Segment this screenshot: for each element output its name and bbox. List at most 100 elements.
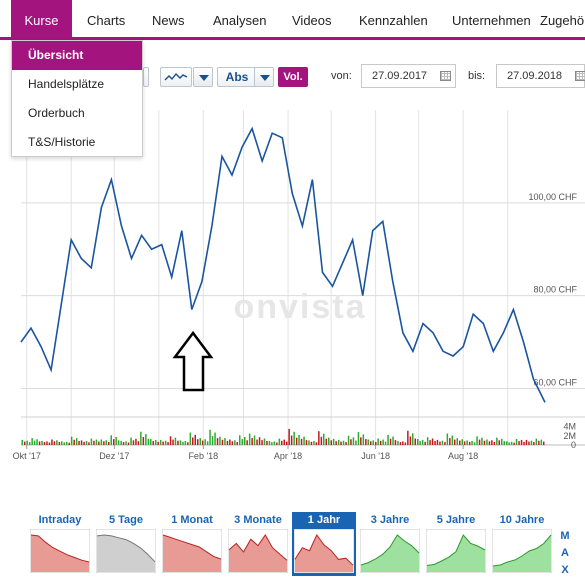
volume-bar bbox=[61, 441, 63, 445]
x-tick-label: Apr '18 bbox=[274, 451, 302, 461]
volume-bar bbox=[379, 440, 382, 445]
volume-bar bbox=[407, 430, 409, 445]
thumbnail-area bbox=[163, 535, 221, 572]
x-tick-label: Okt '17 bbox=[13, 451, 41, 461]
volume-bar bbox=[244, 437, 246, 445]
timeframe-tab-5-jahre[interactable]: 5 Jahre bbox=[424, 512, 488, 576]
nav-tab-analysen[interactable]: Analysen bbox=[213, 13, 267, 28]
volume-bar bbox=[268, 440, 271, 445]
up-arrow-annotation bbox=[172, 330, 214, 392]
volume-bar bbox=[493, 442, 496, 445]
volume-bar bbox=[404, 442, 407, 445]
timeframe-tab-3-jahre[interactable]: 3 Jahre bbox=[358, 512, 422, 576]
volume-bar bbox=[66, 441, 68, 445]
timeframe-tab-3-monate[interactable]: 3 Monate bbox=[226, 512, 290, 576]
thumbnail-line bbox=[30, 534, 90, 563]
y-tick-label: 100,00 CHF bbox=[528, 192, 577, 202]
volume-bar bbox=[340, 441, 342, 445]
volume-bar bbox=[486, 439, 488, 445]
dropdown-item-ts-historie[interactable]: T&S/Historie bbox=[28, 135, 96, 149]
volume-bar bbox=[335, 441, 337, 445]
nav-tab-charts[interactable]: Charts bbox=[87, 13, 126, 28]
timeframe-tab-1-monat[interactable]: 1 Monat bbox=[160, 512, 224, 576]
timeframe-tab-label: Intraday bbox=[38, 514, 82, 526]
volume-bar bbox=[135, 438, 137, 445]
volume-bar bbox=[397, 440, 399, 445]
volume-bar bbox=[402, 441, 404, 445]
chevron-down-icon[interactable] bbox=[254, 67, 274, 87]
volume-bar bbox=[258, 437, 261, 445]
volume-bar bbox=[80, 440, 83, 445]
timeframe-tab-1-jahr[interactable]: 1 Jahr bbox=[292, 512, 356, 576]
nav-tab-videos[interactable]: Videos bbox=[292, 13, 332, 28]
from-date-input[interactable]: 27.09.2017 bbox=[361, 64, 456, 88]
nav-tab-kennzahlen[interactable]: Kennzahlen bbox=[359, 13, 428, 28]
volume-bar bbox=[491, 440, 493, 445]
volume-tick-label: 0 bbox=[571, 440, 576, 450]
chart-type-select[interactable] bbox=[143, 67, 149, 87]
volume-bar bbox=[90, 438, 93, 445]
volume-bar bbox=[41, 440, 43, 445]
volume-bar bbox=[248, 433, 251, 445]
volume-bar bbox=[421, 439, 424, 445]
volume-bar bbox=[36, 439, 38, 445]
volume-bar bbox=[515, 439, 518, 445]
volume-bar bbox=[159, 439, 162, 445]
volume-bar bbox=[199, 438, 201, 445]
volume-bar bbox=[261, 440, 263, 445]
volume-bar bbox=[253, 435, 256, 445]
timeframe-tab-label: 3 Jahre bbox=[370, 514, 410, 526]
volume-bar bbox=[501, 438, 503, 445]
volume-bar bbox=[387, 434, 389, 445]
timeframe-thumbnail bbox=[492, 529, 552, 573]
volume-bar bbox=[211, 436, 214, 445]
nav-tab-kurse[interactable]: Kurse bbox=[11, 0, 72, 40]
volume-bar bbox=[310, 441, 313, 445]
volume-bar bbox=[281, 440, 283, 445]
volume-bar bbox=[251, 438, 253, 445]
volume-bar bbox=[454, 439, 456, 445]
timeframe-thumbnail bbox=[96, 529, 156, 573]
timeframe-tab-5-tage[interactable]: 5 Tage bbox=[94, 512, 158, 576]
from-label: von: bbox=[331, 70, 352, 82]
volume-bar bbox=[246, 440, 248, 445]
dropdown-item-uebersicht[interactable]: Übersicht bbox=[12, 41, 142, 70]
volume-bar bbox=[145, 434, 147, 445]
volume-bar bbox=[367, 439, 369, 445]
volume-bar bbox=[187, 442, 189, 445]
chevron-down-icon[interactable] bbox=[193, 67, 213, 87]
calendar-icon[interactable] bbox=[440, 71, 451, 81]
volume-bar bbox=[434, 441, 436, 445]
volume-bar bbox=[194, 434, 196, 445]
volume-bar bbox=[441, 440, 444, 445]
volume-bar bbox=[46, 441, 48, 445]
volume-bar bbox=[528, 441, 530, 445]
volume-bar bbox=[51, 439, 53, 445]
volume-bar bbox=[288, 428, 290, 445]
volume-bar bbox=[271, 442, 273, 445]
timeframe-thumbnail bbox=[162, 529, 222, 573]
volume-bar bbox=[476, 436, 478, 445]
volume-bar bbox=[412, 433, 414, 445]
volume-bar bbox=[508, 442, 510, 445]
timeframe-tab-intraday[interactable]: Intraday bbox=[28, 512, 92, 576]
calendar-icon[interactable] bbox=[575, 71, 585, 81]
volume-bar bbox=[468, 441, 471, 445]
nav-tab-unternehmen[interactable]: Unternehmen bbox=[452, 13, 531, 28]
volume-bar bbox=[417, 439, 419, 445]
dropdown-item-handelsplaetze[interactable]: Handelsplätze bbox=[28, 77, 105, 91]
dropdown-item-orderbuch[interactable]: Orderbuch bbox=[28, 106, 85, 120]
to-date-input[interactable]: 27.09.2018 bbox=[496, 64, 585, 88]
nav-tab-zugehoerige[interactable]: Zugehörige bbox=[540, 13, 585, 28]
timeframe-thumbnail bbox=[228, 529, 288, 573]
volume-bar bbox=[446, 433, 449, 445]
volume-bar bbox=[113, 439, 115, 445]
nav-tab-news[interactable]: News bbox=[152, 13, 185, 28]
volume-bar bbox=[130, 437, 132, 445]
scale-select[interactable]: Abs bbox=[217, 67, 257, 87]
volume-bar bbox=[24, 441, 26, 445]
volume-toggle-button[interactable]: Vol. bbox=[278, 67, 308, 87]
chart-style-select[interactable] bbox=[160, 67, 192, 87]
timeframe-tab-10-jahre[interactable]: 10 Jahre bbox=[490, 512, 554, 576]
